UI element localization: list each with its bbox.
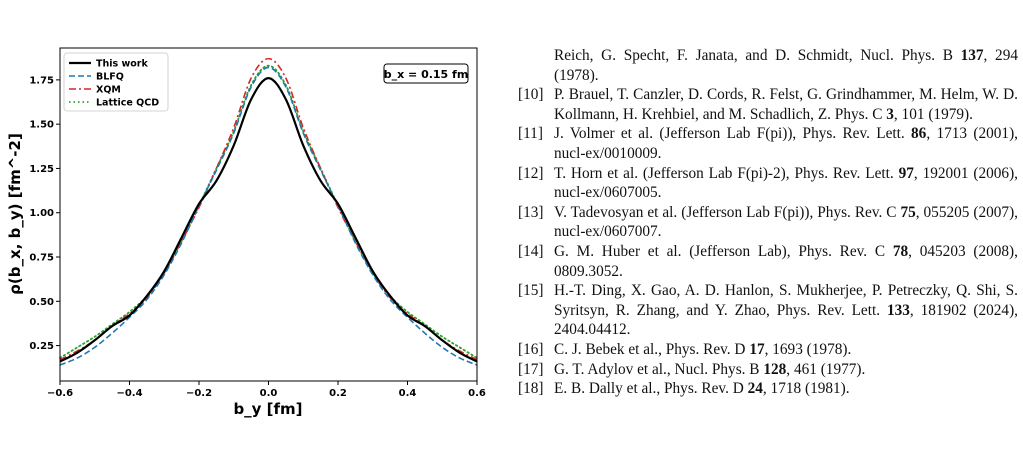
series-line-lattice-qcd [59, 64, 478, 359]
reference-number: [10] [518, 86, 544, 104]
reference-number: [12] [518, 164, 544, 182]
series-line-xqm [59, 57, 478, 361]
y-tick-label: 1.25 [29, 164, 54, 175]
reference-text-segment: , 055205 (2007), nucl-ex/0607007. [554, 203, 1018, 241]
legend-label-this-work: This work [96, 59, 148, 70]
reference-number: [17] [518, 360, 544, 378]
reference-number: [13] [518, 203, 544, 221]
reference-text-segment: , 181902 (2024), 2404.04412. [554, 301, 1018, 339]
reference-number: [18] [518, 380, 544, 398]
reference-number: [15] [518, 282, 544, 300]
reference-text-segment: , 1713 (2001), nucl-ex/0010009. [554, 125, 1018, 162]
reference-text: E. B. Dally et al., Phys. Rev. D 24, 171… [554, 379, 1018, 399]
reference-text-segment: Reich, G. Specht, F. Janata, and D. Schm… [554, 47, 961, 64]
y-tick-label: 1.50 [29, 120, 54, 131]
reference-text-segment: J. Volmer et al. (Jefferson Lab F(pi)), … [554, 125, 912, 143]
reference-text-segment: , 294 (1978). [554, 47, 1018, 84]
reference-text: G. T. Adylov et al., Nucl. Phys. B 128, … [554, 360, 1018, 380]
reference-text: T. Horn et al. (Jefferson Lab F(pi)-2), … [554, 164, 1018, 203]
annotation-box [383, 63, 469, 84]
reference-number: [14] [518, 242, 544, 260]
y-tick-label: 1.00 [29, 208, 54, 219]
reference-item: [11] J. Volmer et al. (Jefferson Lab F(pi… [518, 124, 1018, 163]
reference-text-segment: H.-T. Ding, X. Gao, A. D. Hanlon, S. Muk… [554, 282, 1018, 319]
reference-text-segment: , 192001 (2006), nucl-ex/0607005. [554, 164, 1018, 202]
volume-number: 86 [911, 125, 927, 143]
x-tick-label: 0.4 [399, 388, 417, 399]
reference-text: C. J. Bebek et al., Phys. Rev. D 17, 169… [554, 340, 1018, 360]
reference-item: Reich, G. Specht, F. Janata, and D. Schm… [518, 46, 1018, 85]
x-tick-label: −0.2 [186, 388, 212, 399]
series-line-this-work [59, 77, 478, 363]
reference-text-segment: , 101 (1979). [893, 105, 973, 123]
legend-label-blfq: BLFQ [96, 72, 124, 83]
volume-number: 128 [763, 360, 787, 378]
volume-number: 24 [747, 380, 763, 398]
reference-text-segment: C. J. Bebek et al., Phys. Rev. D [554, 340, 750, 358]
volume-number: 78 [892, 242, 909, 260]
reference-item: [10] P. Brauel, T. Canzler, D. Cords, R. … [518, 85, 1018, 124]
reference-text-segment: G. M. Huber et al. (Jefferson Lab), Phys… [554, 242, 893, 260]
y-tick-label: 0.50 [29, 297, 54, 308]
y-tick-label: 0.75 [29, 253, 54, 264]
x-tick-label: 0.2 [329, 388, 347, 399]
reference-text-segment: G. T. Adylov et al., Nucl. Phys. B [554, 360, 764, 378]
x-tick-label: 0.0 [260, 388, 278, 399]
reference-text: P. Brauel, T. Canzler, D. Cords, R. Fels… [554, 85, 1018, 124]
reference-number: [16] [518, 340, 544, 358]
annotation: b_x = 0.15 fm [383, 63, 469, 84]
legend-label-lattice-qcd: Lattice QCD [96, 98, 159, 109]
reference-item: [14] G. M. Huber et al. (Jefferson Lab), … [518, 242, 1018, 281]
reference-text-segment: T. Horn et al. (Jefferson Lab F(pi)-2), … [554, 164, 899, 182]
reference-list: Reich, G. Specht, F. Janata, and D. Schm… [518, 46, 1018, 399]
reference-text-segment: V. Tadevosyan et al. (Jefferson Lab F(pi… [554, 203, 901, 221]
reference-item: [17] G. T. Adylov et al., Nucl. Phys. B 1… [518, 360, 1018, 380]
legend-label-xqm: XQM [96, 85, 121, 96]
legend: This work BLFQ XQM Lattice QCD [63, 52, 169, 112]
reference-text-segment: E. B. Dally et al., Phys. Rev. D [554, 380, 748, 398]
x-tick-label: 0.6 [468, 388, 486, 399]
volume-number: 17 [749, 340, 765, 358]
reference-text: G. M. Huber et al. (Jefferson Lab), Phys… [554, 242, 1018, 281]
reference-item: [12] T. Horn et al. (Jefferson Lab F(pi)-… [518, 164, 1018, 203]
volume-number: 137 [960, 47, 984, 64]
series-line-blfq [59, 66, 478, 366]
reference-item: [16] C. J. Bebek et al., Phys. Rev. D 17,… [518, 340, 1018, 360]
reference-text: V. Tadevosyan et al. (Jefferson Lab F(pi… [554, 203, 1018, 242]
x-tick-label: −0.4 [116, 388, 142, 399]
reference-item: [13] V. Tadevosyan et al. (Jefferson Lab … [518, 203, 1018, 242]
reference-item: [15] H.-T. Ding, X. Gao, A. D. Hanlon, S.… [518, 281, 1018, 340]
reference-text-segment: , 461 (1977). [786, 360, 866, 378]
reference-text: J. Volmer et al. (Jefferson Lab F(pi)), … [554, 124, 1018, 163]
running-header [0, 2, 1023, 14]
y-axis-label: ρ(b_x, b_y) [fm^-2] [6, 133, 24, 295]
reference-text-segment: P. Brauel, T. Canzler, D. Cords, R. Fels… [554, 86, 1018, 123]
legend-box [63, 52, 169, 112]
x-tick-label: −0.6 [47, 388, 73, 399]
y-tick-label: 1.75 [29, 75, 54, 86]
reference-number: [11] [518, 125, 543, 143]
volume-number: 97 [898, 164, 914, 182]
x-axis-label: b_y [fm] [233, 400, 302, 418]
annotation-text: b_x = 0.15 fm [384, 68, 469, 81]
reference-text: Reich, G. Specht, F. Janata, and D. Schm… [518, 46, 1018, 85]
volume-number: 133 [886, 301, 910, 319]
reference-item: [18] E. B. Dally et al., Phys. Rev. D 24,… [518, 379, 1018, 399]
reference-text-segment: , 045203 (2008), 0809.3052. [554, 242, 1018, 280]
reference-text: H.-T. Ding, X. Gao, A. D. Hanlon, S. Muk… [554, 281, 1018, 340]
volume-number: 75 [900, 203, 916, 221]
reference-text-segment: , 1718 (1981). [762, 380, 850, 398]
density-chart: −0.6 −0.4 −0.2 0.0 0.2 0.4 0.6 0.25 0.50 0.75 1.00… [6, 47, 486, 418]
volume-number: 3 [886, 105, 894, 123]
reference-text-segment: , 1693 (1978). [764, 340, 852, 358]
figure: −0.6 −0.4 −0.2 0.0 0.2 0.4 0.6 0.25 0.50 0.75 1.00… [0, 36, 500, 426]
y-tick-label: 0.25 [29, 341, 54, 352]
